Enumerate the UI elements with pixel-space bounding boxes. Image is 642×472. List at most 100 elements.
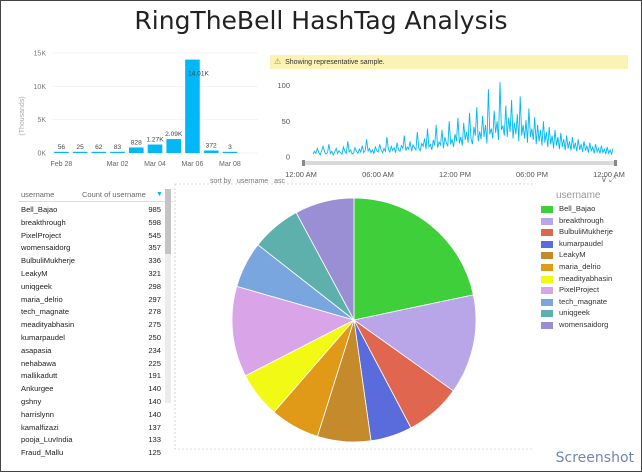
table-cell-count: 140: [148, 396, 161, 406]
line-chart-scrollbar-right-handle[interactable]: [614, 160, 617, 166]
legend-item[interactable]: uniqgeek: [538, 308, 600, 320]
legend-item[interactable]: maria_delrio: [538, 262, 601, 274]
table-cell-count: 545: [148, 230, 161, 240]
table-row[interactable]: Ankurgee 140: [18, 381, 173, 394]
table-row[interactable]: nehabawa 225: [18, 356, 173, 369]
legend-label: LeakyM: [559, 250, 586, 260]
column-header-username[interactable]: username: [21, 190, 55, 199]
bar[interactable]: [222, 151, 238, 153]
bar-ytick-label: 10K: [34, 84, 47, 91]
bar[interactable]: [128, 147, 144, 153]
table-row[interactable]: maria_delrio 297: [18, 292, 173, 305]
line-xtick-label: 06:00 AM: [362, 170, 394, 179]
table-row[interactable]: PixelProject 545: [18, 228, 173, 241]
table-row[interactable]: gshny 140: [18, 394, 173, 407]
bar[interactable]: [166, 139, 182, 153]
table-cell-count: 985: [148, 205, 161, 214]
screenshot-watermark: Screenshot: [555, 450, 634, 466]
legend-item[interactable]: womensaidorg: [538, 320, 608, 332]
table-row[interactable]: harrislynn 140: [18, 407, 173, 420]
table-scrollbar-thumb[interactable]: [165, 189, 171, 254]
table-cell-username: harrislynn: [21, 409, 54, 419]
bar[interactable]: [203, 150, 219, 153]
table-row[interactable]: mallikadutt 191: [18, 368, 173, 381]
table-cell-username: Fraud_Mallu: [21, 448, 64, 458]
table-row[interactable]: Bell_Bajao 985: [18, 202, 173, 215]
table-row[interactable]: breakthrough 598: [18, 215, 173, 228]
legend-item[interactable]: kumarpaudel: [538, 239, 603, 251]
sort-by-field[interactable]: username: [236, 178, 269, 185]
table-cell-count: 298: [148, 281, 161, 291]
table-cell-count: 125: [148, 448, 161, 458]
pie-slice[interactable]: [231, 285, 356, 377]
table-cell-username: Ankurgee: [21, 384, 54, 394]
sort-order[interactable]: asc: [274, 178, 285, 185]
bar[interactable]: [110, 151, 125, 153]
sample-notice-text: Showing representative sample.: [285, 59, 385, 66]
legend-label: BulbuliMukherje: [559, 227, 614, 237]
table-row[interactable]: kamalfizazi 137: [18, 420, 173, 433]
legend-swatch: [541, 321, 553, 329]
line-chart[interactable]: 100 50 0 12:00 AM 06:00 AM 12:00 PM 06:00 PM 1…: [270, 72, 635, 182]
warning-icon: ⚠: [274, 57, 282, 66]
legend-label: meadityabhasin: [559, 273, 613, 283]
bar-data-label: 56: [58, 144, 66, 151]
legend-label: Bell_Bajao: [559, 204, 596, 213]
bar-data-label: 1.27K: [146, 137, 164, 144]
table-row[interactable]: LeakyM 321: [18, 266, 173, 279]
bar-data-label: 62: [95, 144, 103, 151]
bar-xtick-label: Mar 04: [144, 161, 166, 168]
pie-slice[interactable]: [295, 197, 355, 321]
line-chart-scrollbar-left-handle[interactable]: [302, 160, 305, 166]
legend-item[interactable]: PixelProject: [538, 285, 600, 297]
table-cell-username: BulbuliMukherje: [21, 256, 76, 266]
table-row[interactable]: Fraud_Mallu 125: [18, 445, 173, 458]
table-scrollbar-track[interactable]: [165, 189, 171, 403]
bar[interactable]: [91, 151, 107, 153]
line-chart-scrollbar[interactable]: [302, 161, 617, 165]
legend-item[interactable]: meadityabhasin: [538, 274, 612, 286]
table-cell-username: tech_magnate: [21, 307, 70, 317]
table-row[interactable]: uniqgeek 298: [18, 279, 173, 292]
table-cell-username: mallikadutt: [21, 371, 58, 381]
table-cell-count: 278: [148, 307, 161, 317]
pie-slice[interactable]: [353, 197, 474, 321]
column-header-count[interactable]: Count of username: [82, 190, 146, 199]
table-row[interactable]: tech_magnate 278: [18, 304, 173, 317]
table-row[interactable]: BulbuliMukherje 336: [18, 253, 173, 266]
bar[interactable]: [185, 59, 200, 153]
table-cell-count: 140: [148, 384, 161, 394]
table-cell-count: 234: [148, 345, 161, 355]
legend-item[interactable]: LeakyM: [538, 250, 600, 262]
table-row[interactable]: meadityabhasin 275: [18, 317, 173, 330]
table-row[interactable]: asapasia 234: [18, 343, 173, 356]
legend-swatch: [541, 240, 553, 248]
table-row[interactable]: womensaidorg 357: [18, 240, 173, 253]
pie-chart[interactable]: [174, 183, 534, 453]
bar[interactable]: [54, 151, 69, 153]
bar[interactable]: [72, 151, 88, 153]
table-row[interactable]: pooja_LuvIndia 133: [18, 432, 173, 445]
table-cell-count: 357: [148, 243, 161, 253]
legend-item[interactable]: Bell_Bajao: [538, 204, 600, 216]
table-cell-count: 225: [148, 358, 161, 368]
legend-swatch: [541, 229, 553, 237]
bar-ytick-label: 15K: [34, 51, 47, 58]
legend-item[interactable]: breakthrough: [538, 216, 604, 228]
legend-item[interactable]: tech_magnate: [538, 297, 607, 309]
legend-label: breakthrough: [559, 215, 604, 225]
sort-desc-icon[interactable]: ▼: [156, 191, 163, 198]
legend-swatch: [541, 217, 553, 225]
legend-item[interactable]: BulbuliMukherje: [538, 227, 613, 239]
bar-ytick-label: 0K: [37, 151, 46, 158]
bar[interactable]: [147, 144, 163, 153]
legend-swatch: [541, 275, 553, 283]
focus-mode-icon[interactable]: ⤢: [609, 175, 616, 184]
table-cell-username: PixelProject: [21, 230, 62, 240]
filter-icon[interactable]: ⊽: [601, 175, 607, 184]
pie-slice[interactable]: [353, 294, 477, 392]
table-row[interactable]: kumarpaudel 250: [18, 330, 173, 343]
bar-chart-ylabel: (Thousands): [19, 96, 26, 135]
table-cell-username: LeakyM: [21, 268, 48, 278]
